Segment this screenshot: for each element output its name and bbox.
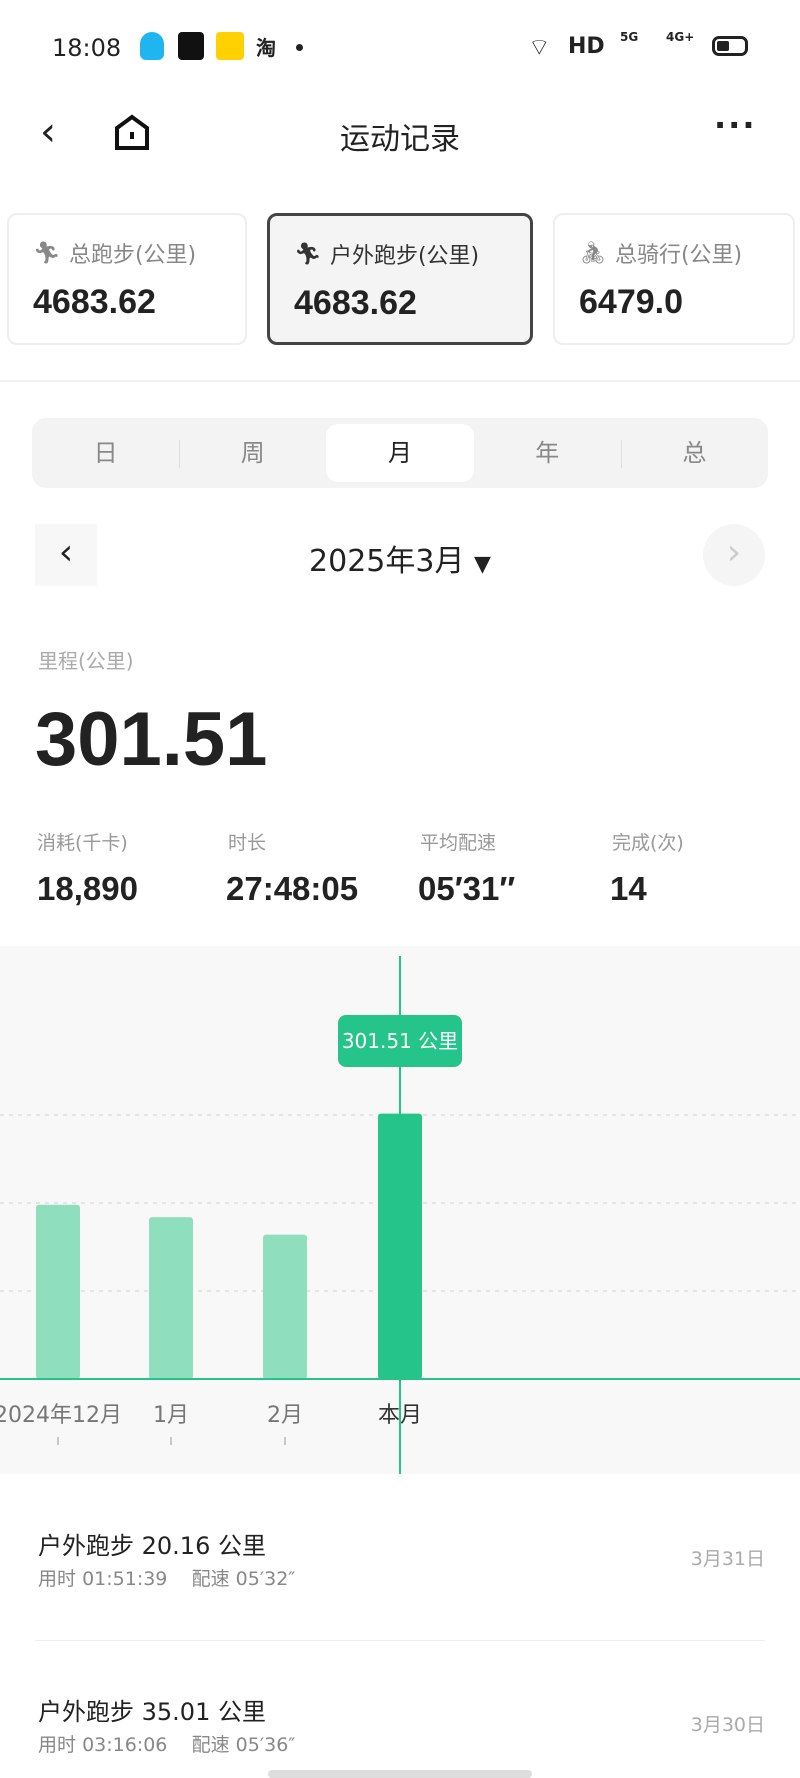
- x-tick-label: 1月: [153, 1403, 189, 1428]
- home-icon: [115, 114, 149, 150]
- divider: [0, 380, 800, 382]
- tab-week[interactable]: 周: [179, 424, 326, 482]
- running-icon: 🏃︎: [33, 240, 61, 266]
- month-selector[interactable]: 2025年3月 ▼: [0, 536, 800, 580]
- bar-2: [263, 1234, 307, 1379]
- chart-tooltip: 301.51 公里: [338, 1015, 462, 1067]
- tab-month[interactable]: 月: [326, 424, 474, 482]
- tab-year[interactable]: 年: [535, 439, 560, 467]
- card-label: 总跑步(公里): [68, 243, 197, 268]
- activity-date: 3月31日: [690, 1548, 765, 1570]
- count-label: 完成(次): [612, 832, 684, 854]
- page-title: 运动记录: [340, 122, 460, 157]
- taobao-icon: 淘: [256, 36, 276, 60]
- pace-label: 平均配速: [420, 832, 497, 854]
- activity-subtitle: 用时 03:16:06 配速 05′36″: [38, 1734, 296, 1756]
- card-total-cycling[interactable]: 🚴︎ 总骑行(公里) 6479.0: [553, 213, 795, 345]
- count-value: 14: [610, 870, 647, 907]
- divider: [35, 1640, 765, 1641]
- pace-value: 05′31″: [418, 870, 516, 907]
- app-icon: [178, 32, 204, 60]
- signal-5g-icon: 5G: [620, 30, 639, 44]
- duration-label: 时长: [228, 832, 267, 854]
- back-button[interactable]: ‹: [40, 109, 56, 155]
- card-outdoor-running[interactable]: 🏃︎ 户外跑步(公里) 4683.62: [267, 213, 533, 345]
- activity-title: 户外跑步 35.01 公里: [38, 1698, 266, 1726]
- bar-3: [378, 1113, 422, 1379]
- card-value: 4683.62: [294, 284, 417, 322]
- activity-date: 3月30日: [690, 1714, 765, 1736]
- hd-label: HD: [568, 34, 605, 59]
- next-month-button[interactable]: ›: [703, 524, 765, 586]
- activity-item[interactable]: 户外跑步 35.01 公里 用时 03:16:06 配速 05′36″ 3月30…: [0, 1666, 800, 1776]
- card-label: 户外跑步(公里): [329, 244, 480, 269]
- cycling-icon: 🚴︎: [579, 240, 607, 266]
- wifi-icon: ⌔: [528, 33, 551, 61]
- bar-0: [36, 1204, 80, 1379]
- dropdown-triangle-icon: ▼: [474, 552, 491, 577]
- status-bar: 18:08 淘 ⌔ HD 5G 4G+: [0, 28, 800, 68]
- qq-icon: [140, 32, 164, 60]
- activity-subtitle: 用时 01:51:39 配速 05′32″: [38, 1568, 296, 1590]
- card-value: 6479.0: [579, 283, 683, 321]
- home-indicator[interactable]: [268, 1770, 532, 1778]
- calories-label: 消耗(千卡): [37, 832, 128, 854]
- running-icon: 🏃︎: [294, 241, 322, 267]
- card-total-running[interactable]: 🏃︎ 总跑步(公里) 4683.62: [7, 213, 247, 345]
- notification-dot: [296, 44, 303, 51]
- card-value: 4683.62: [33, 283, 156, 321]
- x-tick-label: 2月: [267, 1403, 303, 1428]
- tab-total[interactable]: 总: [620, 424, 768, 482]
- activity-item[interactable]: 户外跑步 20.16 公里 用时 01:51:39 配速 05′32″ 3月31…: [0, 1500, 800, 1630]
- duration-value: 27:48:05: [226, 870, 359, 907]
- signal-4g-icon: 4G+: [666, 30, 695, 44]
- tab-day[interactable]: 日: [93, 439, 118, 467]
- distance-value: 301.51: [35, 697, 268, 782]
- x-tick-label: 本月: [378, 1403, 422, 1428]
- month-label: 2025年3月: [309, 544, 465, 579]
- more-button[interactable]: ···: [714, 106, 757, 144]
- calories-value: 18,890: [37, 870, 138, 907]
- battery-icon: [712, 36, 748, 56]
- meituan-icon: [216, 32, 244, 60]
- x-tick-label: 2024年12月: [0, 1403, 122, 1428]
- period-tabs: 日 周 月 年 总: [32, 418, 768, 488]
- home-button[interactable]: [114, 114, 150, 150]
- distance-label: 里程(公里): [38, 649, 134, 673]
- card-label: 总骑行(公里): [614, 243, 743, 268]
- activity-title: 户外跑步 20.16 公里: [38, 1532, 266, 1560]
- clock: 18:08: [52, 34, 122, 62]
- bar-1: [149, 1217, 193, 1379]
- prev-month-button[interactable]: ‹: [35, 524, 97, 586]
